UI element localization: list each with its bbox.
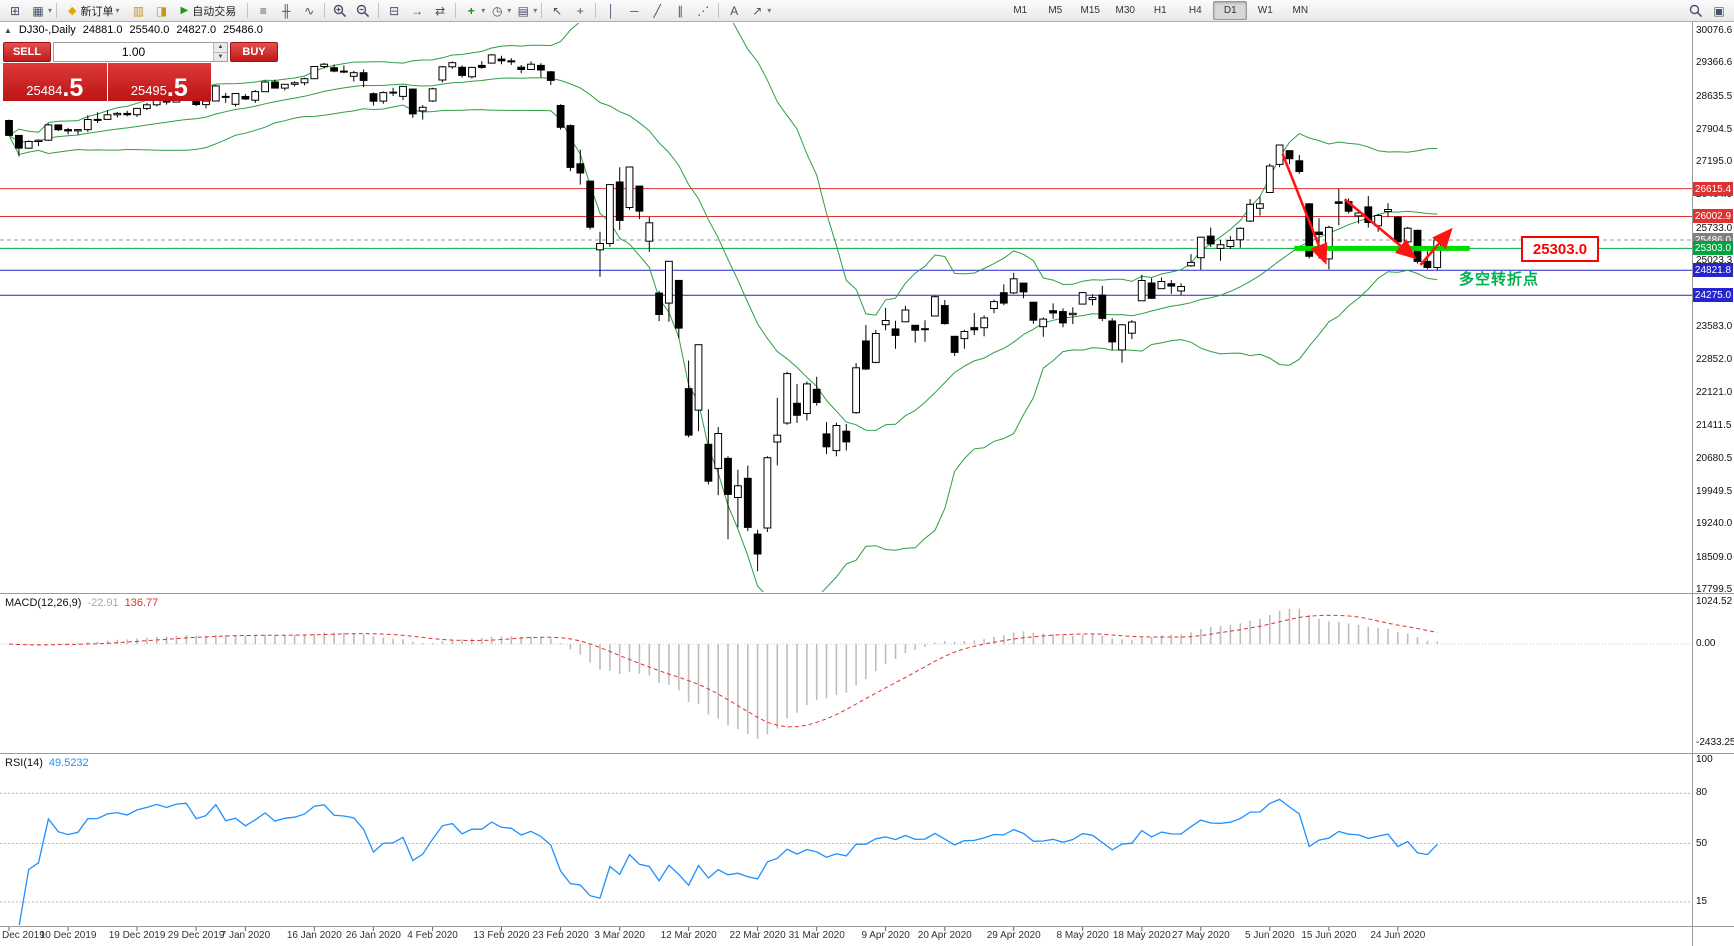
- support-segment: [1294, 245, 1470, 251]
- ask-price-main: 25495: [130, 82, 167, 98]
- timeframe-m15-button[interactable]: M15: [1080, 5, 1100, 16]
- templates-icon[interactable]: ▤: [517, 3, 529, 18]
- rsi-name: RSI(14): [5, 757, 43, 769]
- new-order-label: 新订单: [80, 5, 114, 18]
- zoom-out-icon[interactable]: [352, 1, 374, 21]
- search-icon[interactable]: [1685, 1, 1707, 21]
- vertical-line-icon[interactable]: │: [607, 3, 616, 18]
- sell-button[interactable]: SELL: [3, 42, 51, 62]
- macd-layer: [0, 608, 1692, 739]
- bid-price-pips: .5: [62, 74, 84, 102]
- auto-scroll-icon[interactable]: →: [411, 3, 424, 18]
- volume-input[interactable]: [54, 43, 213, 61]
- layout-icon[interactable]: ▣: [1713, 3, 1725, 18]
- cursor-icon[interactable]: ↖: [552, 3, 563, 18]
- autotrading-button[interactable]: ▶ 自动交易: [174, 1, 244, 20]
- timeframe-m1-button[interactable]: M1: [1013, 5, 1028, 16]
- depth-of-market-icon[interactable]: ▥: [132, 3, 145, 18]
- arrows-tool-icon[interactable]: ↗: [752, 3, 763, 18]
- bid-price[interactable]: 25484 .5: [3, 63, 107, 101]
- templates-caret-icon[interactable]: ▾: [533, 6, 538, 15]
- chart-symbol-label: DJ30-,Daily: [18, 24, 76, 36]
- indicators-caret-icon[interactable]: ▾: [481, 6, 486, 15]
- horizontal-line-icon[interactable]: ─: [629, 3, 639, 18]
- trend-arrow: [1419, 227, 1453, 266]
- zoom-in-icon[interactable]: [329, 1, 351, 21]
- macd-signal-value: 136.77: [124, 597, 159, 609]
- autotrading-play-icon: ▶: [180, 5, 189, 16]
- turning-point-label: 多空转折点: [1459, 271, 1540, 288]
- new-order-icon: ◆: [68, 5, 77, 17]
- timeframe-d1-button[interactable]: D1: [1213, 1, 1248, 20]
- new-order-caret-icon: ▾: [115, 6, 120, 15]
- macd-indicator-label: MACD(12,26,9) -22.91 136.77: [5, 597, 158, 609]
- timeframe-h4-button[interactable]: H4: [1188, 5, 1202, 16]
- fibonacci-icon[interactable]: ⋰: [697, 3, 710, 18]
- periods-icon[interactable]: ◷: [491, 3, 503, 18]
- line-chart-mode-icon[interactable]: ∿: [304, 3, 315, 18]
- periods-caret-icon[interactable]: ▾: [507, 6, 512, 15]
- trend-arrow: [1281, 153, 1328, 265]
- ask-price[interactable]: 25495 .5: [107, 63, 211, 102]
- rsi-indicator-label: RSI(14) 49.5232: [5, 757, 89, 769]
- one-click-trading-panel: SELL ▲ ▼ BUY 25484 .5 25495 .5: [3, 42, 278, 102]
- ask-price-pips: .5: [166, 74, 188, 102]
- new-chart-icon[interactable]: ⊞: [9, 3, 21, 18]
- rsi-value: 49.5232: [48, 757, 89, 769]
- ohlc-low: 24827.0: [176, 24, 217, 36]
- volume-stepper: ▲ ▼: [213, 43, 227, 61]
- chart-profiles-icon[interactable]: ▦: [32, 3, 44, 18]
- channel-icon[interactable]: ∥: [677, 3, 684, 18]
- timeframe-m30-button[interactable]: M30: [1115, 5, 1135, 16]
- trendline-icon[interactable]: ╱: [653, 3, 661, 18]
- buy-button[interactable]: BUY: [230, 42, 278, 62]
- volume-down-icon[interactable]: ▼: [214, 52, 227, 61]
- bid-price-main: 25484: [26, 82, 63, 98]
- macd-name: MACD(12,26,9): [5, 597, 82, 609]
- history-center-icon[interactable]: ◨: [155, 3, 168, 18]
- rsi-line: [18, 798, 1438, 925]
- timeframe-h1-button[interactable]: H1: [1153, 5, 1167, 16]
- ohlc-close: 25486.0: [223, 24, 263, 36]
- crosshair-icon[interactable]: +: [576, 3, 584, 18]
- price-annotation-box[interactable]: 25303.0: [1521, 236, 1599, 262]
- volume-up-icon[interactable]: ▲: [214, 43, 227, 53]
- tile-windows-icon[interactable]: ⊟: [389, 3, 400, 18]
- timeframe-w1-button[interactable]: W1: [1257, 5, 1273, 16]
- arrows-caret-icon[interactable]: ▾: [767, 6, 772, 15]
- timeframe-m5-button[interactable]: M5: [1048, 5, 1063, 16]
- volume-box: ▲ ▼: [53, 42, 228, 62]
- profiles-caret-icon[interactable]: ▾: [48, 6, 53, 15]
- main-toolbar: ⊞ ▦ ▾ ◆ 新订单 ▾ ▥ ◨ ▶ 自动交易 ≡ ╫ ∿ ⊟ → ⇄ + ▾…: [0, 0, 1734, 22]
- candlestick-mode-icon[interactable]: ╫: [281, 3, 291, 18]
- timeframes-toolbar: M1 M5 M15 M30 H1 H4 D1 W1 MN: [1003, 1, 1317, 20]
- indicators-icon[interactable]: +: [467, 3, 475, 18]
- chart-title: ▲ DJ30-,Daily 24881.0 25540.0 24827.0 25…: [4, 24, 263, 36]
- new-order-button[interactable]: ◆ 新订单 ▾: [61, 1, 126, 20]
- bar-chart-mode-icon[interactable]: ≡: [259, 3, 267, 18]
- bollinger-bands: [8, 23, 1438, 592]
- macd-main-value: -22.91: [87, 597, 119, 609]
- candles-layer: [5, 54, 1442, 572]
- text-tool-icon[interactable]: A: [730, 3, 739, 18]
- autotrading-label: 自动交易: [192, 5, 237, 18]
- trend-arrow: [1343, 198, 1417, 260]
- ohlc-open: 24881.0: [82, 24, 123, 36]
- timeframe-mn-button[interactable]: MN: [1292, 5, 1309, 16]
- ohlc-high: 25540.0: [129, 24, 170, 36]
- chart-shift-icon[interactable]: ⇄: [435, 3, 446, 18]
- one-click-toggle-icon[interactable]: ▲: [4, 25, 12, 35]
